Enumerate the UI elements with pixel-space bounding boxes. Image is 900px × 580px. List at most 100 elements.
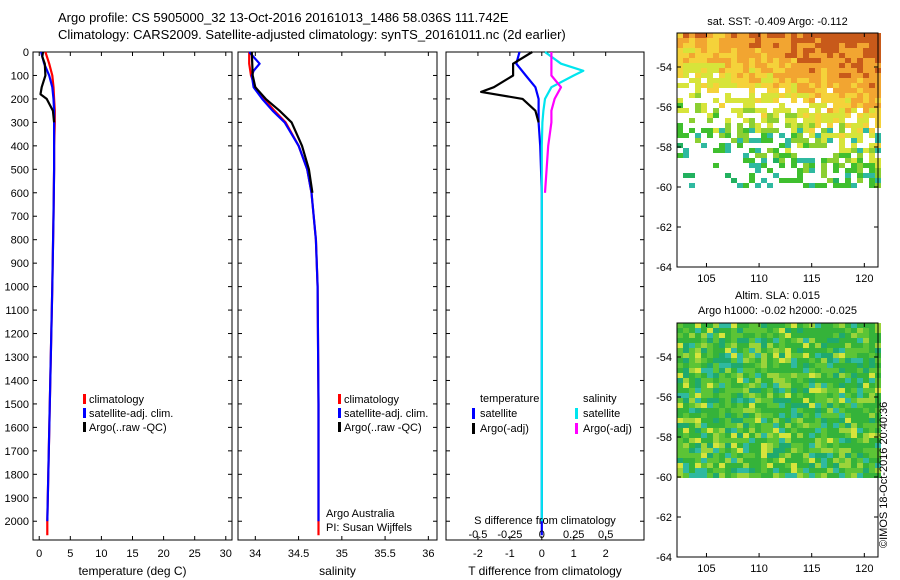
heatmap-cell — [731, 48, 737, 53]
heatmap-cell — [743, 153, 749, 158]
heatmap-cell — [779, 333, 785, 338]
heatmap-cell — [767, 418, 773, 423]
heatmap-cell — [689, 183, 695, 188]
heatmap-cell — [797, 403, 803, 408]
heatmap-cell — [827, 458, 833, 463]
heatmap-cell — [797, 108, 803, 113]
heatmap-cell — [761, 73, 767, 78]
heatmap-cell — [683, 63, 689, 68]
heatmap-cell — [797, 338, 803, 343]
heatmap-cell — [701, 388, 707, 393]
heatmap-cell — [725, 78, 731, 83]
heatmap-cell — [707, 388, 713, 393]
heatmap-cell — [869, 183, 875, 188]
heatmap-cell — [737, 433, 743, 438]
heatmap-cell — [677, 53, 683, 58]
heatmap-cell — [707, 368, 713, 373]
heatmap-cell — [755, 43, 761, 48]
heatmap-cell — [821, 128, 827, 133]
heatmap-cell — [827, 108, 833, 113]
series-line — [250, 51, 314, 193]
heatmap-cell — [725, 118, 731, 123]
heatmap-cell — [785, 423, 791, 428]
heatmap-cell — [689, 443, 695, 448]
heatmap-cell — [707, 353, 713, 358]
heatmap-cell — [677, 143, 683, 148]
heatmap-cell — [833, 73, 839, 78]
heatmap-cell — [845, 428, 851, 433]
heatmap-cell — [803, 108, 809, 113]
heatmap-cell — [857, 413, 863, 418]
heatmap-cell — [719, 463, 725, 468]
heatmap-cell — [821, 398, 827, 403]
heatmap-cell — [857, 53, 863, 58]
heatmap-cell — [677, 463, 683, 468]
heatmap-cell — [821, 38, 827, 43]
y-tick-label: -58 — [656, 142, 672, 154]
x-tick-label: 120 — [855, 563, 873, 575]
heatmap-cell — [827, 338, 833, 343]
heatmap-cell — [725, 453, 731, 458]
heatmap-cell — [845, 458, 851, 463]
heatmap-cell — [701, 38, 707, 43]
heatmap-cell — [869, 68, 875, 73]
heatmap-cell — [725, 173, 731, 178]
y-tick-label: 0 — [23, 47, 29, 59]
heatmap-cell — [797, 78, 803, 83]
heatmap-cell — [695, 343, 701, 348]
heatmap-cell — [683, 458, 689, 463]
heatmap-cell — [785, 343, 791, 348]
heatmap-cell — [683, 328, 689, 333]
heatmap-cell — [845, 378, 851, 383]
heatmap-cell — [695, 438, 701, 443]
heatmap-cell — [803, 78, 809, 83]
heatmap-cell — [767, 363, 773, 368]
heatmap-cell — [809, 463, 815, 468]
heatmap-cell — [851, 183, 857, 188]
heatmap-cell — [737, 468, 743, 473]
heatmap-cell — [845, 48, 851, 53]
heatmap-cell — [737, 368, 743, 373]
heatmap-cell — [827, 133, 833, 138]
heatmap-cell — [683, 388, 689, 393]
heatmap-cell — [821, 378, 827, 383]
y-tick-label: 1200 — [5, 329, 29, 341]
heatmap-cell — [767, 43, 773, 48]
heatmap-cell — [683, 353, 689, 358]
heatmap-cell — [713, 38, 719, 43]
heatmap-cell — [839, 383, 845, 388]
heatmap-cell — [701, 323, 707, 328]
heatmap-cell — [863, 118, 869, 123]
heatmap-cell — [863, 53, 869, 58]
heatmap-cell — [791, 128, 797, 133]
heatmap-cell — [797, 133, 803, 138]
heatmap-cell — [863, 98, 869, 103]
heatmap-cell — [707, 453, 713, 458]
heatmap-cell — [869, 48, 875, 53]
heatmap-cell — [737, 108, 743, 113]
heatmap-cell — [833, 413, 839, 418]
heatmap-cell — [815, 73, 821, 78]
heatmap-cell — [743, 348, 749, 353]
heatmap-cell — [725, 458, 731, 463]
heatmap-cell — [677, 38, 683, 43]
heatmap-cell — [749, 333, 755, 338]
heatmap-cell — [815, 348, 821, 353]
heatmap-cell — [743, 323, 749, 328]
heatmap-cell — [809, 343, 815, 348]
heatmap-cell — [695, 423, 701, 428]
heatmap-cell — [725, 98, 731, 103]
heatmap-cell — [713, 33, 719, 38]
heatmap-cell — [773, 378, 779, 383]
heatmap-cell — [833, 463, 839, 468]
heatmap-cell — [845, 133, 851, 138]
heatmap-cell — [737, 83, 743, 88]
heatmap-cell — [845, 158, 851, 163]
heatmap-cell — [839, 93, 845, 98]
heatmap-cell — [695, 73, 701, 78]
heatmap-cell — [809, 158, 815, 163]
heatmap-cell — [815, 83, 821, 88]
heatmap-cell — [791, 433, 797, 438]
heatmap-cell — [755, 183, 761, 188]
heatmap-cell — [869, 463, 875, 468]
